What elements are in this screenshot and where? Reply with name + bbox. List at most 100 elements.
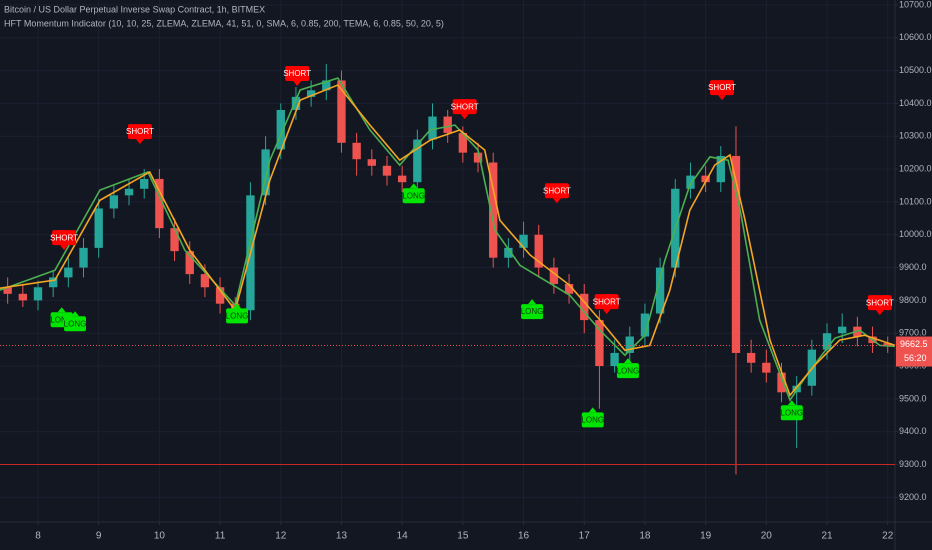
signal-box [285,66,310,82]
candle-body [3,287,12,294]
y-tick-label: 10200.0 [899,163,932,173]
candle-body [428,116,437,140]
x-tick-label: 9 [96,531,102,542]
candle-body [170,228,179,252]
x-tick-label: 13 [336,531,348,542]
candle-body [716,155,725,183]
y-tick-label: 10000.0 [899,229,932,239]
signal-label: LONG [617,366,640,375]
signal-box [581,412,604,428]
signal-pointer [875,310,884,316]
candle-body [276,109,285,150]
candle-body [655,267,665,314]
countdown-label: 56:20 [904,353,927,363]
candle-body [352,142,361,160]
last-price-label: 9662.5 [900,339,928,349]
y-tick-label: 10600.0 [899,32,932,42]
candle-body [640,313,650,337]
candle-body [185,251,194,275]
x-tick-label: 12 [275,531,287,542]
candle-body [762,362,771,373]
y-tick-label: 10400.0 [899,98,932,108]
x-tick-label: 22 [882,531,894,542]
x-tick-label: 20 [761,531,773,542]
y-tick-label: 9700.0 [899,328,927,338]
candle-body [731,155,741,353]
y-tick-label: 10500.0 [899,65,932,75]
x-tick-label: 11 [215,531,226,542]
signal-label: LONG [521,307,544,316]
signal-pointer [135,139,144,145]
candle-body [473,152,483,163]
y-tick-label: 9900.0 [899,262,927,272]
candle-body [18,293,27,301]
signal-box [867,295,892,311]
candle-body [64,267,73,278]
signal-pointer [787,400,796,406]
signal-label: LONG [780,408,803,417]
signal-label: SHORT [593,297,621,306]
signal-label: SHORT [283,69,311,78]
signal-box [594,294,619,310]
signal-box [52,230,77,246]
signal-pointer [409,183,418,189]
y-tick-label: 10300.0 [899,131,932,141]
candle-body [215,287,225,304]
candle-body [109,195,119,209]
signal-label: SHORT [708,83,736,92]
candle-body [686,175,695,189]
signal-label: LONG [226,311,249,320]
signal-box [710,80,735,96]
candle-body [504,247,513,258]
signal-label: SHORT [866,298,894,307]
signal-pointer [60,245,69,251]
candle-body [777,372,786,393]
y-tick-label: 9500.0 [899,393,927,403]
signal-box [616,363,639,379]
signal-pointer [602,309,611,315]
x-tick-label: 8 [35,531,41,542]
chart-title: Bitcoin / US Dollar Perpetual Inverse Sw… [4,4,265,14]
signal-pointer [528,299,537,305]
signal-box [226,308,249,324]
candle-body [580,293,589,321]
y-tick-label: 10100.0 [899,196,932,206]
x-tick-label: 15 [457,531,469,542]
candle-body [94,208,103,248]
signal-pointer [718,95,727,101]
signal-label: LONG [64,319,87,328]
x-tick-label: 17 [579,531,591,542]
signal-label: SHORT [451,102,479,111]
candle-body [595,320,604,367]
candle-body [489,162,498,258]
signal-label: LONG [581,416,604,425]
candle-body [140,178,149,189]
signal-box [521,304,544,320]
candle-body [306,90,316,97]
signal-box [544,183,569,199]
x-tick-label: 14 [397,531,409,542]
candle-body [625,336,634,353]
candle-body [458,132,468,153]
x-tick-label: 21 [821,531,833,542]
y-tick-label: 9300.0 [899,459,927,469]
signal-pointer [588,407,597,413]
signal-pointer [71,311,80,317]
signal-pointer [233,303,242,309]
candle-body [261,149,270,196]
candle-body [610,352,619,367]
y-tick-label: 9200.0 [899,492,927,502]
x-tick-label: 16 [518,531,530,542]
candle-body [79,247,88,268]
candle-body [883,343,892,346]
candle-body [291,96,301,110]
signal-box [127,124,152,140]
candle-body [534,234,543,268]
signal-label: LONG [50,315,73,324]
y-tick-label: 9400.0 [899,426,927,436]
signal-label: LONG [402,191,425,200]
candle-body [443,116,452,133]
candle-body [124,188,134,196]
signal-label: SHORT [543,186,571,195]
